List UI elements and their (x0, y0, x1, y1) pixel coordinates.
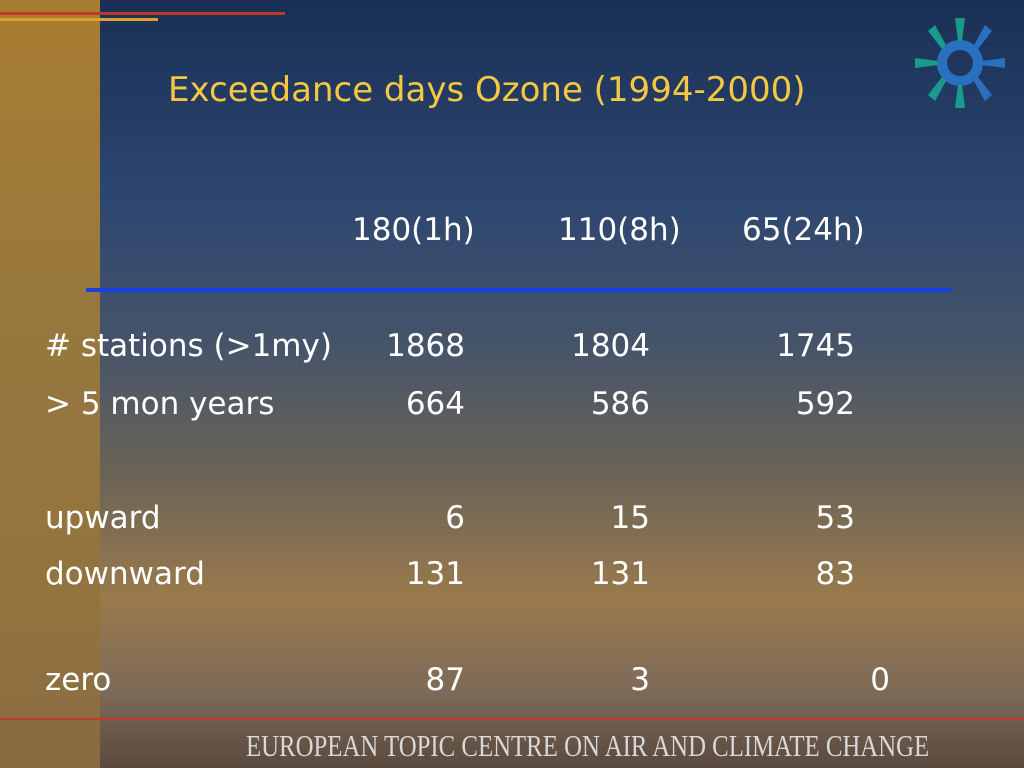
cell: 131 (590, 556, 650, 592)
rule (0, 718, 1024, 720)
cell: 131 (405, 556, 465, 592)
title: Exceedance days Ozone (1994-2000) (168, 70, 806, 110)
cell: 53 (815, 500, 855, 536)
row-label: # stations (>1my) (45, 328, 332, 364)
side-strip (0, 0, 100, 768)
cell: 3 (630, 662, 650, 698)
logo (915, 18, 1005, 108)
column-header: 65(24h) (742, 212, 865, 248)
row-label: > 5 mon years (45, 386, 275, 422)
column-header: 110(8h) (558, 212, 681, 248)
row-label: upward (45, 500, 161, 536)
cell: 1804 (571, 328, 650, 364)
cell: 15 (610, 500, 650, 536)
cell: 592 (795, 386, 855, 422)
column-header: 180(1h) (352, 212, 475, 248)
row-label: downward (45, 556, 205, 592)
cell: 87 (425, 662, 465, 698)
cell: 1745 (776, 328, 855, 364)
cell: 0 (870, 662, 890, 698)
cell: 586 (590, 386, 650, 422)
rule (0, 12, 285, 15)
cell: 6 (445, 500, 465, 536)
row-label: zero (45, 662, 112, 698)
footer: EUROPEAN TOPIC CENTRE ON AIR AND CLIMATE… (246, 728, 930, 763)
cell: 664 (405, 386, 465, 422)
cell: 1868 (386, 328, 465, 364)
rule (0, 18, 158, 21)
header-rule (86, 288, 952, 292)
cell: 83 (815, 556, 855, 592)
